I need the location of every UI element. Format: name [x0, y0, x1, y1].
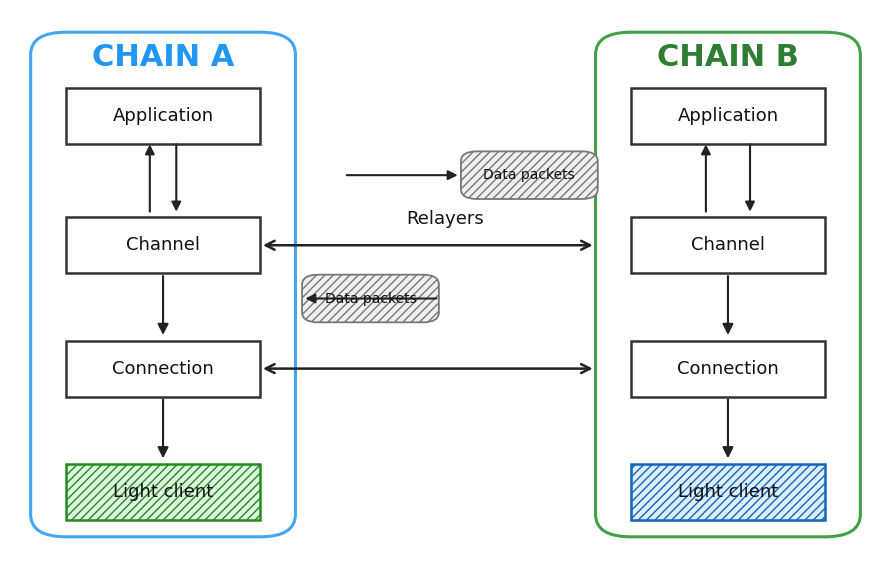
Text: Connection: Connection	[677, 360, 779, 378]
Text: CHAIN A: CHAIN A	[92, 43, 234, 72]
Bar	[631, 88, 825, 145]
Bar	[66, 217, 260, 273]
Text: Connection: Connection	[112, 360, 214, 378]
Bar	[631, 464, 825, 520]
Text: Relayers: Relayers	[406, 211, 485, 228]
Text: Channel: Channel	[691, 236, 765, 254]
Bar	[66, 88, 260, 145]
Bar	[631, 217, 825, 273]
Text: Light client: Light client	[678, 483, 778, 501]
Bar	[66, 464, 260, 520]
Text: Data packets: Data packets	[324, 291, 416, 306]
Text: Light client: Light client	[113, 483, 213, 501]
FancyBboxPatch shape	[461, 151, 598, 199]
FancyBboxPatch shape	[302, 275, 439, 323]
Bar	[66, 341, 260, 397]
Text: Application: Application	[677, 108, 779, 125]
Bar	[631, 341, 825, 397]
Text: CHAIN B: CHAIN B	[657, 43, 799, 72]
Text: Application: Application	[112, 108, 214, 125]
Text: Data packets: Data packets	[484, 168, 576, 182]
Text: Channel: Channel	[126, 236, 200, 254]
